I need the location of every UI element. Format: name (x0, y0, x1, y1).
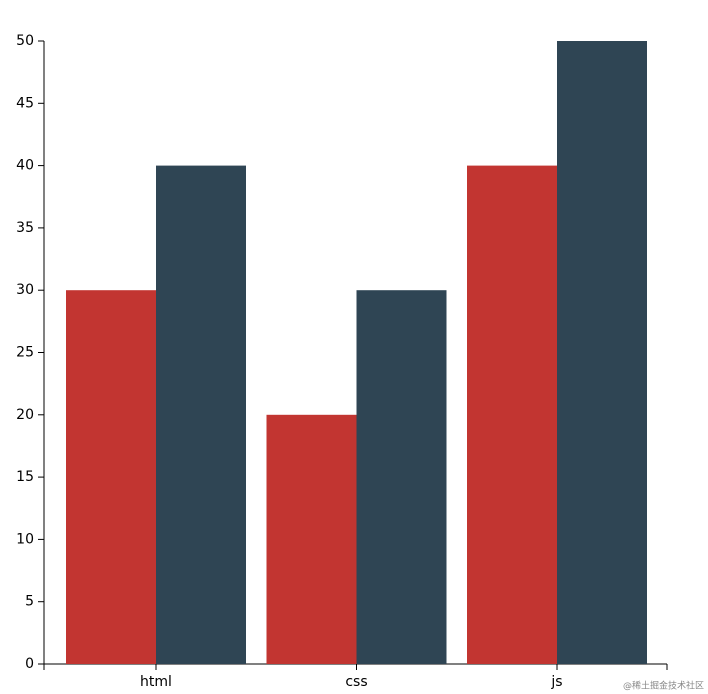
y-tick-label: 20 (16, 407, 34, 423)
y-tick-label: 10 (16, 531, 34, 547)
y-tick-label: 5 (25, 594, 34, 610)
bar (467, 165, 557, 664)
watermark: @稀土掘金技术社区 (623, 680, 704, 692)
bar (156, 165, 246, 664)
y-tick-label: 15 (16, 469, 34, 485)
y-tick-label: 35 (16, 220, 34, 236)
x-tick-label: js (550, 674, 562, 690)
y-tick-label: 40 (16, 158, 34, 174)
y-tick-label: 25 (16, 345, 34, 361)
bar (266, 414, 357, 664)
bar (66, 290, 156, 664)
y-tick-label: 0 (25, 656, 34, 672)
x-tick-label: html (140, 674, 172, 690)
bar (557, 41, 647, 664)
x-tick-label: css (345, 674, 367, 690)
y-tick-label: 45 (16, 95, 34, 111)
bar (356, 290, 447, 664)
y-tick-label: 50 (16, 33, 34, 49)
y-tick-label: 30 (16, 282, 34, 298)
